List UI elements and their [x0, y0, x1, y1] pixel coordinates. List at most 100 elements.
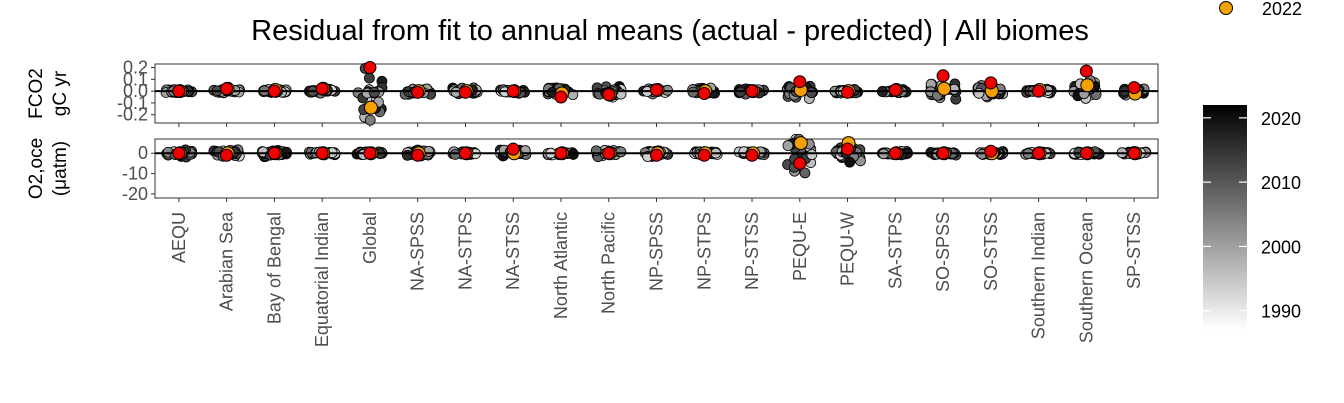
x-category-label: AEQU [169, 212, 189, 263]
legend-2022-label: 2022 [1262, 0, 1302, 19]
x-category-label: NA-STPS [455, 212, 475, 290]
y-axis-label-line1: FCO2 [26, 68, 47, 119]
point-latest [267, 84, 281, 98]
point-latest [315, 146, 329, 160]
legend-2022-key [1219, 1, 1233, 15]
data-point [401, 149, 413, 161]
point-latest [1032, 84, 1046, 98]
data-point [363, 72, 375, 84]
x-category-label: NP-SPSS [647, 212, 667, 291]
data-point [281, 146, 292, 158]
data-point [806, 149, 818, 161]
point-latest [936, 146, 950, 160]
x-category-label: Southern Indian [1029, 212, 1049, 339]
y-tick-label: 0 [138, 143, 148, 163]
point-latest [1032, 146, 1046, 160]
x-category-label: NP-STSS [742, 212, 762, 290]
point-latest [1127, 81, 1141, 95]
x-category-label: Arabian Sea [217, 211, 237, 311]
point-latest [458, 146, 472, 160]
colorbar-label: 2020 [1261, 109, 1301, 129]
point-latest [1079, 64, 1093, 78]
data-point [615, 146, 627, 158]
legend: 2022 1990 2000 2010 2020 [1203, 0, 1302, 330]
x-category-label: Southern Ocean [1076, 212, 1096, 343]
point-latest [984, 144, 998, 158]
colorbar [1203, 105, 1247, 330]
point-latest [554, 146, 568, 160]
point-2022 [1080, 78, 1095, 93]
x-category-label: North Atlantic [551, 212, 571, 319]
point-2022 [363, 100, 378, 115]
y-tick-label: -0.1 [117, 93, 148, 113]
point-latest [745, 84, 759, 98]
y-axis-label-line1: O2,oce [26, 138, 47, 199]
point-latest [363, 146, 377, 160]
x-category-label: Bay of Bengal [264, 212, 284, 324]
y-axis-label: FCO2 gC yr [26, 68, 71, 119]
data-point [806, 87, 817, 99]
point-latest [411, 85, 425, 99]
x-category-label: PEQU-W [838, 212, 858, 286]
x-category-label: NP-STPS [694, 212, 714, 290]
panel-1: -0.2-0.10.00.10.2 FCO2 gC yr [26, 58, 1159, 127]
point-latest [650, 83, 663, 97]
data-point [364, 114, 376, 126]
point-latest [888, 146, 902, 160]
point-latest [172, 84, 186, 98]
y-tick-label: -20 [122, 184, 148, 204]
point-latest [220, 82, 234, 96]
chart-title: Residual from fit to annual means (actua… [251, 15, 1089, 47]
y-tick-label: 0.0 [123, 81, 148, 101]
point-latest [793, 75, 807, 89]
y-tick-label: 0.1 [123, 69, 148, 89]
point-latest [506, 142, 520, 156]
data-point [799, 167, 811, 179]
colorbar-label: 2000 [1261, 237, 1301, 257]
point-2022 [793, 136, 808, 151]
data-point [449, 149, 461, 160]
x-category-label: NA-STSS [503, 212, 523, 290]
point-latest [984, 76, 998, 90]
point-latest [841, 142, 855, 156]
data-point [782, 140, 794, 151]
x-category-label: PEQU-E [790, 212, 810, 281]
data-point [590, 145, 602, 157]
y-axis-label-line2: gC yr [50, 70, 71, 116]
point-2022 [937, 81, 952, 96]
y-tick-label: -0.2 [117, 105, 148, 125]
point-latest [602, 146, 616, 160]
point-latest [267, 146, 281, 160]
y-tick-label: 0.2 [123, 58, 148, 78]
point-latest [841, 85, 855, 99]
point-latest [793, 156, 807, 170]
colorbar-label: 1990 [1261, 302, 1301, 322]
point-latest [554, 90, 568, 104]
y-tick-label: -10 [122, 164, 148, 184]
point-latest [697, 87, 711, 100]
point-latest [506, 84, 520, 98]
x-category-label: Equatorial Indian [312, 212, 332, 347]
colorbar-label: 2010 [1261, 173, 1301, 193]
point-latest [220, 148, 234, 162]
point-latest [745, 148, 759, 162]
point-latest [936, 69, 950, 83]
point-latest [411, 148, 425, 162]
data-point [973, 87, 985, 99]
point-latest [1127, 146, 1141, 160]
point-latest [458, 85, 472, 99]
panel-2: -20-100 O2,oce (μatm) [26, 133, 1159, 204]
point-latest [650, 148, 663, 162]
x-category-label: SP-STSS [1124, 212, 1144, 289]
data-point [368, 86, 380, 98]
y-axis-label-line2: (μatm) [50, 141, 71, 196]
point-latest [602, 88, 616, 102]
data-point [844, 156, 856, 168]
x-category-label: SO-STSS [981, 212, 1001, 291]
point-latest [363, 61, 377, 75]
x-category-label: North Pacific [599, 212, 619, 314]
x-category-label: NA-SPSS [408, 212, 428, 291]
point-latest [888, 83, 902, 97]
x-category-label: Global [360, 212, 380, 264]
